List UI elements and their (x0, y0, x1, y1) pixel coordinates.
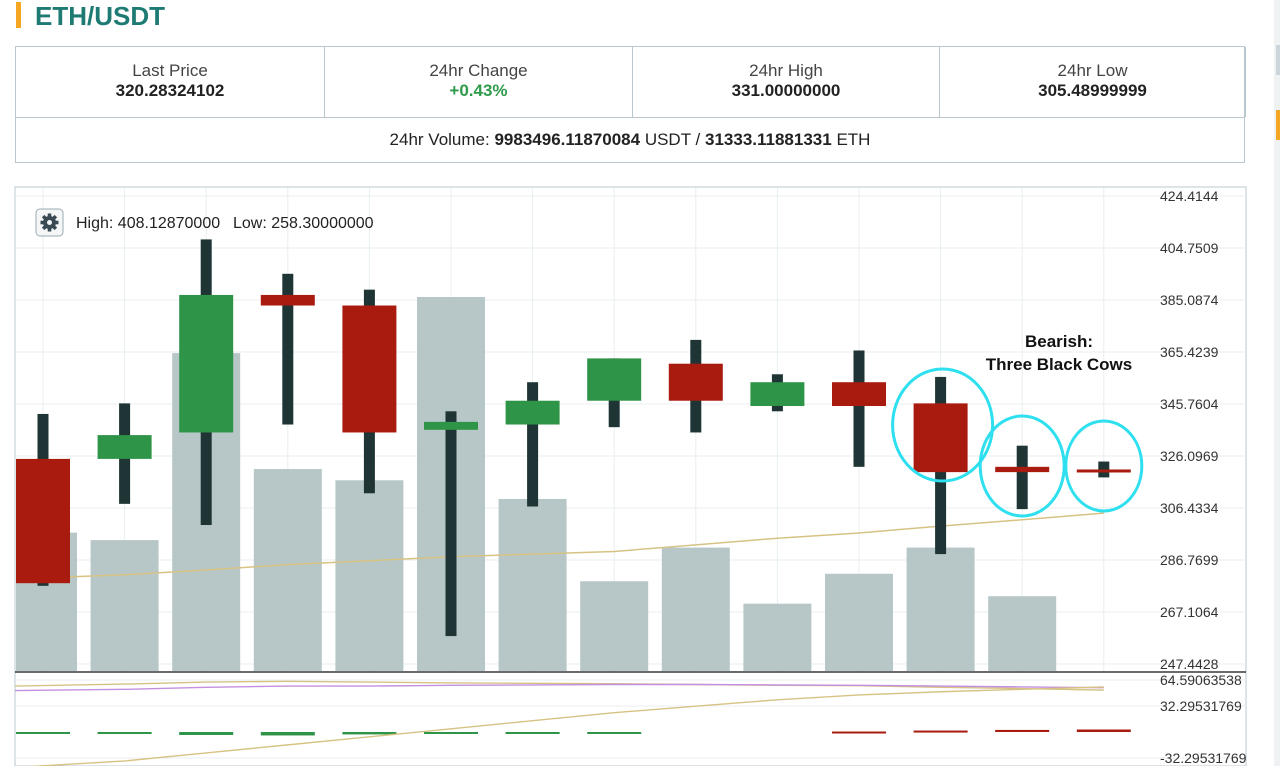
volume-bar (253, 469, 322, 671)
volume-bar (661, 547, 730, 671)
macd-histogram-bar (424, 732, 478, 734)
volume-bar (498, 498, 567, 671)
candle-wick (282, 273, 294, 425)
volume-separator: / (695, 130, 701, 149)
moving-average-path (42, 512, 1104, 579)
candles (16, 239, 1131, 637)
volume-usdt-value: 9983496.11870084 (494, 130, 641, 149)
macd-histogram-bar (832, 731, 886, 734)
indicator-line (14, 686, 1104, 769)
stat-value: 320.28324102 (115, 81, 225, 100)
market-stats-panel: Last Price 320.28324102 24hr Change +0.4… (15, 46, 1246, 163)
candle-body (995, 466, 1050, 473)
volume-bar (335, 480, 404, 671)
stat-24hr-change: 24hr Change +0.43% (325, 47, 633, 117)
candle-body (750, 382, 805, 407)
volume-bar (988, 596, 1057, 671)
indicator-tick-label: -32.29531769 (1160, 750, 1247, 766)
indicator-pane (14, 671, 1246, 769)
volume-bar (825, 573, 893, 671)
price-tick-label: 326.0969 (1160, 448, 1219, 464)
pattern-annotation-line2: Three Black Cows (986, 355, 1132, 374)
stat-last-price: Last Price 320.28324102 (16, 47, 325, 117)
chart-low-label: Low: 258.30000000 (233, 215, 374, 232)
stat-value: 331.00000000 (731, 81, 841, 100)
macd-histogram-bar (995, 729, 1050, 732)
indicator-tick-label: 32.29531769 (1160, 698, 1242, 714)
stat-label: 24hr Low (1057, 61, 1128, 80)
candle-wick (853, 350, 865, 467)
candle-body (260, 294, 315, 306)
stat-24hr-low: 24hr Low 305.48999999 (940, 47, 1246, 117)
price-tick-label: 267.1064 (1160, 604, 1219, 620)
stat-label: 24hr Change (429, 61, 528, 80)
price-tick-label: 365.4239 (1160, 344, 1219, 360)
chart-settings-button[interactable] (35, 208, 64, 237)
price-tick-label: 306.4334 (1160, 500, 1219, 516)
volume-bars (16, 297, 1057, 671)
volume-usdt-unit: USDT (644, 130, 691, 149)
pattern-highlight-circle (1064, 419, 1144, 513)
candle-body (913, 403, 968, 473)
pattern-highlight-circle (978, 414, 1066, 518)
candle-body (424, 421, 478, 430)
candle-wick (527, 382, 539, 507)
price-tick-label: 385.0874 (1160, 292, 1219, 308)
pattern-annotation-line1: Bearish: (1025, 332, 1093, 351)
macd-histogram-bar (505, 732, 560, 734)
pattern-highlights (891, 367, 1144, 518)
price-axis: 424.4144 404.7509 385.0874 365.4239 345.7604… (1160, 188, 1247, 766)
pattern-highlight-circle (891, 367, 995, 483)
candle-wick (1098, 461, 1110, 478)
volume-summary: 24hr Volume: 9983496.11870084 USDT / 313… (16, 117, 1244, 163)
price-tick-label: 424.4144 (1160, 188, 1219, 204)
candle-body (668, 363, 723, 401)
volume-bar (580, 581, 649, 671)
candle-wick (1016, 445, 1028, 510)
moving-average-line (42, 512, 1104, 579)
macd-histogram-bar (913, 730, 968, 733)
title-accent-bar (16, 2, 21, 28)
candle-body (832, 382, 886, 407)
candle-body (342, 305, 397, 433)
candle-body (16, 458, 70, 584)
volume-prefix: 24hr Volume: (389, 130, 490, 149)
price-tick-label: 286.7699 (1160, 552, 1219, 568)
macd-histogram-bar (179, 732, 234, 735)
price-tick-label: 345.7604 (1160, 396, 1219, 412)
price-tick-label: 404.7509 (1160, 240, 1219, 256)
macd-histogram-bar (260, 732, 315, 736)
indicator-tick-label: 64.59063538 (1160, 672, 1242, 688)
candle-body (587, 358, 642, 401)
page-title: ETH/USDT (35, 1, 165, 31)
volume-bar (90, 540, 159, 671)
indicator-line (14, 683, 1104, 692)
macd-histogram-bar (1076, 729, 1131, 732)
candle-body (97, 435, 152, 459)
volume-eth-unit: ETH (836, 130, 871, 149)
volume-bar (743, 603, 812, 671)
volume-eth-value: 31333.11881331 (705, 130, 832, 149)
price-tick-label: 247.4428 (1160, 656, 1219, 672)
macd-histogram-bar (16, 732, 70, 734)
stat-value: +0.43% (449, 81, 508, 100)
gear-icon (40, 213, 59, 232)
candle-body (1076, 469, 1131, 473)
macd-histogram-bar (587, 732, 642, 734)
stat-value: 305.48999999 (1038, 81, 1147, 100)
stat-24hr-high: 24hr High 331.00000000 (633, 47, 940, 117)
chart-high-label: High: 408.12870000 (76, 215, 220, 232)
macd-histogram-bar (342, 732, 397, 735)
candle-body (179, 294, 234, 433)
candle-body (505, 400, 560, 425)
indicator-line (14, 680, 1104, 691)
macd-histogram-bar (97, 732, 152, 735)
stat-label: Last Price (132, 61, 208, 80)
page-scroll-edge (1274, 0, 1280, 766)
candle-wick (445, 411, 457, 637)
stat-label: 24hr High (749, 61, 823, 80)
volume-bar (906, 547, 975, 671)
